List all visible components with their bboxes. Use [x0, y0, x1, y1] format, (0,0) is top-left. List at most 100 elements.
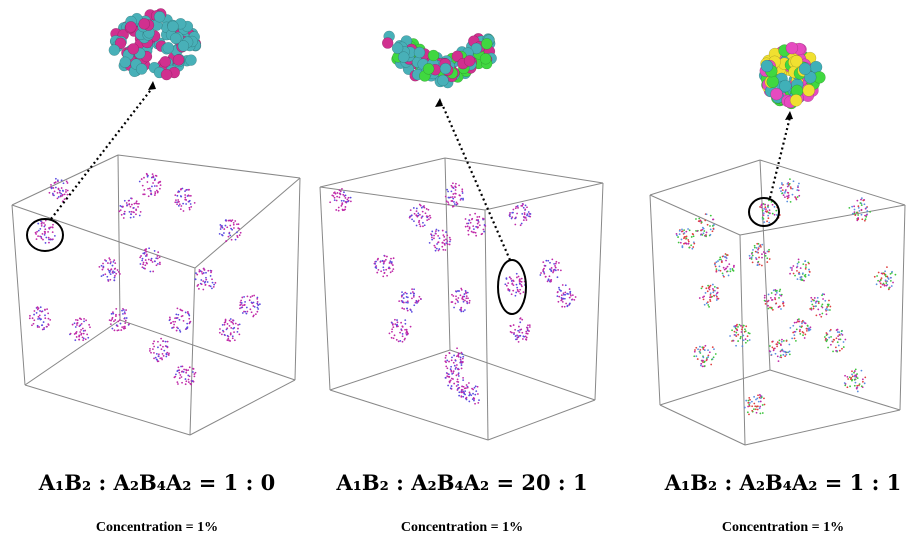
particle	[450, 380, 452, 382]
particle	[802, 272, 804, 274]
particle	[162, 340, 164, 342]
particle	[522, 338, 524, 340]
particle	[852, 213, 854, 215]
particle	[89, 326, 91, 328]
particle	[113, 320, 115, 322]
particle	[455, 298, 457, 300]
particle	[154, 185, 156, 187]
particle	[149, 348, 151, 350]
particle	[88, 324, 90, 326]
particle	[462, 192, 464, 194]
particle	[102, 263, 104, 265]
particle	[468, 234, 470, 236]
particle	[377, 258, 379, 260]
particle	[784, 355, 786, 357]
particle	[846, 386, 848, 388]
particle	[509, 212, 511, 214]
box-edge	[195, 178, 300, 268]
particle	[149, 271, 151, 273]
particle	[205, 277, 207, 279]
particle	[771, 307, 773, 309]
particle	[115, 308, 117, 310]
particle	[391, 337, 393, 339]
particle	[841, 333, 843, 335]
particle	[109, 319, 111, 321]
particle	[780, 344, 782, 346]
particle	[764, 404, 766, 406]
particle	[236, 235, 238, 237]
particle	[725, 260, 727, 262]
particle	[230, 327, 232, 329]
particle	[809, 271, 811, 273]
particle	[67, 194, 69, 196]
particle	[725, 253, 727, 255]
particle	[854, 385, 856, 387]
particle	[721, 261, 723, 263]
particle	[844, 382, 846, 384]
particle	[462, 199, 464, 201]
particle	[510, 278, 512, 280]
particle	[443, 239, 445, 241]
particle	[844, 385, 846, 387]
particle	[76, 324, 78, 326]
particle	[177, 199, 179, 201]
particle	[253, 302, 255, 304]
particle	[778, 360, 780, 362]
particle	[61, 187, 63, 189]
particle	[891, 271, 893, 273]
particle	[190, 206, 192, 208]
particle	[37, 235, 39, 237]
particle	[183, 369, 185, 371]
particle	[180, 189, 182, 191]
particle	[84, 330, 86, 332]
particle	[42, 233, 44, 235]
particle	[876, 283, 878, 285]
particle	[751, 252, 753, 254]
particle	[515, 207, 517, 209]
particle	[779, 289, 781, 291]
particle	[715, 294, 717, 296]
particle	[59, 192, 61, 194]
panel-caption: Concentration = 1%	[401, 520, 523, 535]
particle	[156, 185, 158, 187]
particle	[439, 237, 441, 239]
particle	[514, 329, 516, 331]
particle	[737, 326, 739, 328]
particle	[256, 298, 258, 300]
particle	[430, 217, 432, 219]
particle	[38, 316, 40, 318]
particle	[57, 197, 59, 199]
particle	[239, 234, 241, 236]
particle	[112, 271, 114, 273]
particle	[516, 277, 518, 279]
particle	[848, 207, 850, 209]
particle	[764, 206, 766, 208]
particle	[152, 182, 154, 184]
particle	[802, 331, 804, 333]
particle	[689, 229, 691, 231]
particle	[462, 296, 464, 298]
particle	[521, 223, 523, 225]
particle	[739, 338, 741, 340]
particle	[178, 205, 180, 207]
particle	[403, 293, 405, 295]
particle	[471, 231, 473, 233]
particle	[392, 326, 394, 328]
particle	[469, 392, 471, 394]
particle	[805, 322, 807, 324]
particle	[512, 290, 514, 292]
particle	[704, 220, 706, 222]
particle	[443, 236, 445, 238]
particle	[157, 263, 159, 265]
particle	[761, 257, 763, 259]
particle	[401, 307, 403, 309]
particle	[153, 340, 155, 342]
particle	[731, 329, 733, 331]
particle	[162, 346, 164, 348]
particle	[219, 332, 221, 334]
particle	[128, 204, 130, 206]
particle	[703, 230, 705, 232]
particle	[452, 198, 454, 200]
particle	[29, 317, 31, 319]
particle	[455, 303, 457, 305]
